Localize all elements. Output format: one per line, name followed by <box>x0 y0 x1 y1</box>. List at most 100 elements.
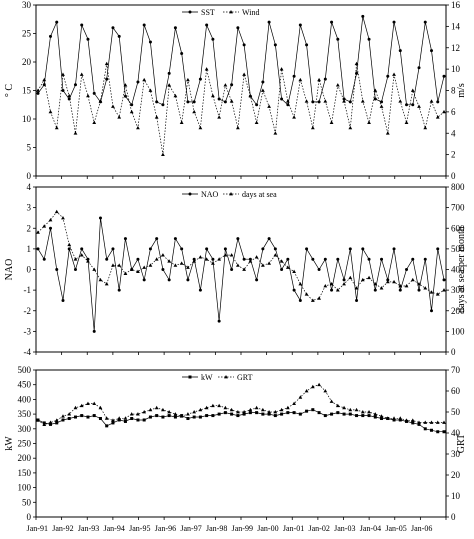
data-point <box>248 411 252 415</box>
y-right-tick-label: 800 <box>451 182 465 192</box>
data-point <box>104 416 109 420</box>
y-right-tick-label: 50 <box>451 407 461 417</box>
data-point <box>386 74 390 78</box>
data-point <box>398 418 402 422</box>
data-point <box>317 100 321 104</box>
data-point <box>330 288 334 292</box>
series-line <box>37 16 445 106</box>
legend-marker <box>229 192 233 196</box>
data-point <box>192 257 196 261</box>
x-tick-label: Jan-00 <box>257 524 278 533</box>
data-point <box>261 412 265 416</box>
data-point <box>142 278 146 282</box>
data-point <box>192 410 197 414</box>
data-point <box>304 99 309 103</box>
data-point <box>323 77 327 81</box>
data-point <box>292 288 296 292</box>
y-right-tick-label: 100 <box>451 326 465 336</box>
data-point <box>167 414 171 418</box>
data-point <box>36 91 40 95</box>
data-point <box>167 83 172 87</box>
legend-label: GRT <box>237 373 253 382</box>
data-point <box>186 77 190 82</box>
data-point <box>161 407 165 412</box>
data-point <box>61 72 65 76</box>
data-point <box>205 23 209 27</box>
data-point <box>435 292 440 296</box>
data-point <box>36 88 40 92</box>
data-point <box>273 410 278 414</box>
legend-marker <box>188 375 192 379</box>
data-point <box>54 418 59 422</box>
y-right-tick-label: 6 <box>451 107 456 117</box>
y-right-tick-label: 700 <box>451 203 465 213</box>
data-point <box>98 216 102 220</box>
data-point <box>255 278 259 282</box>
y-right-tick-label: 400 <box>451 265 465 275</box>
panel-2: -4 -3 -2 -1 0 1 2 3 4 0 100 200 300 400 500 600 700 800 NA… <box>4 182 467 357</box>
data-point <box>155 414 159 418</box>
data-point <box>98 417 102 421</box>
data-point <box>80 23 84 27</box>
data-point <box>55 421 59 425</box>
data-point <box>429 290 434 294</box>
data-point <box>154 257 159 261</box>
data-point <box>423 125 428 130</box>
y-left-tick-label: -2 <box>24 306 32 316</box>
data-point <box>130 103 134 107</box>
data-point <box>267 20 271 24</box>
data-point <box>198 125 203 130</box>
data-point <box>205 247 209 251</box>
data-point <box>367 257 371 261</box>
data-point <box>105 77 109 81</box>
plot-frame <box>35 369 447 518</box>
data-point <box>223 83 228 87</box>
data-point <box>379 414 384 418</box>
data-point <box>329 120 334 124</box>
data-point <box>111 421 115 425</box>
data-point <box>198 407 203 412</box>
data-point <box>298 412 302 416</box>
x-tick-label: Jan-02 <box>308 524 329 533</box>
data-point <box>436 247 440 251</box>
data-point <box>398 49 402 53</box>
data-point <box>373 281 378 286</box>
y-right-tick-label: 60 <box>451 386 461 396</box>
data-point <box>123 237 127 241</box>
data-point <box>348 412 352 416</box>
data-point <box>392 418 396 422</box>
x-tick-label: Jan-93 <box>78 524 99 533</box>
data-point <box>342 99 346 103</box>
data-point <box>298 23 302 27</box>
data-point <box>67 412 72 416</box>
legend-marker <box>188 192 192 196</box>
data-point <box>330 412 334 416</box>
data-point <box>292 401 296 405</box>
data-point <box>73 268 77 271</box>
data-point <box>223 100 227 104</box>
data-point <box>242 72 247 76</box>
y-left-tick-label: 200 <box>18 453 32 463</box>
data-point <box>136 269 140 273</box>
data-point <box>417 281 421 286</box>
legend-label: Wind <box>242 8 259 17</box>
data-point <box>79 72 84 76</box>
y-left-tick-label: 20 <box>22 57 32 67</box>
data-point <box>242 412 246 416</box>
data-point <box>423 286 428 290</box>
data-point <box>380 417 384 421</box>
data-point <box>410 88 415 92</box>
data-point <box>273 253 278 257</box>
data-point <box>180 247 184 251</box>
data-point <box>242 410 247 414</box>
data-point <box>267 237 271 241</box>
y-right-tick-label: 0 <box>451 347 456 357</box>
data-point <box>73 257 78 261</box>
data-point <box>279 407 284 412</box>
data-point <box>354 61 359 66</box>
data-point <box>123 416 128 420</box>
data-point <box>48 109 53 114</box>
data-point <box>355 414 359 418</box>
data-point <box>117 288 121 292</box>
y-right-tick-label: 40 <box>451 428 461 438</box>
